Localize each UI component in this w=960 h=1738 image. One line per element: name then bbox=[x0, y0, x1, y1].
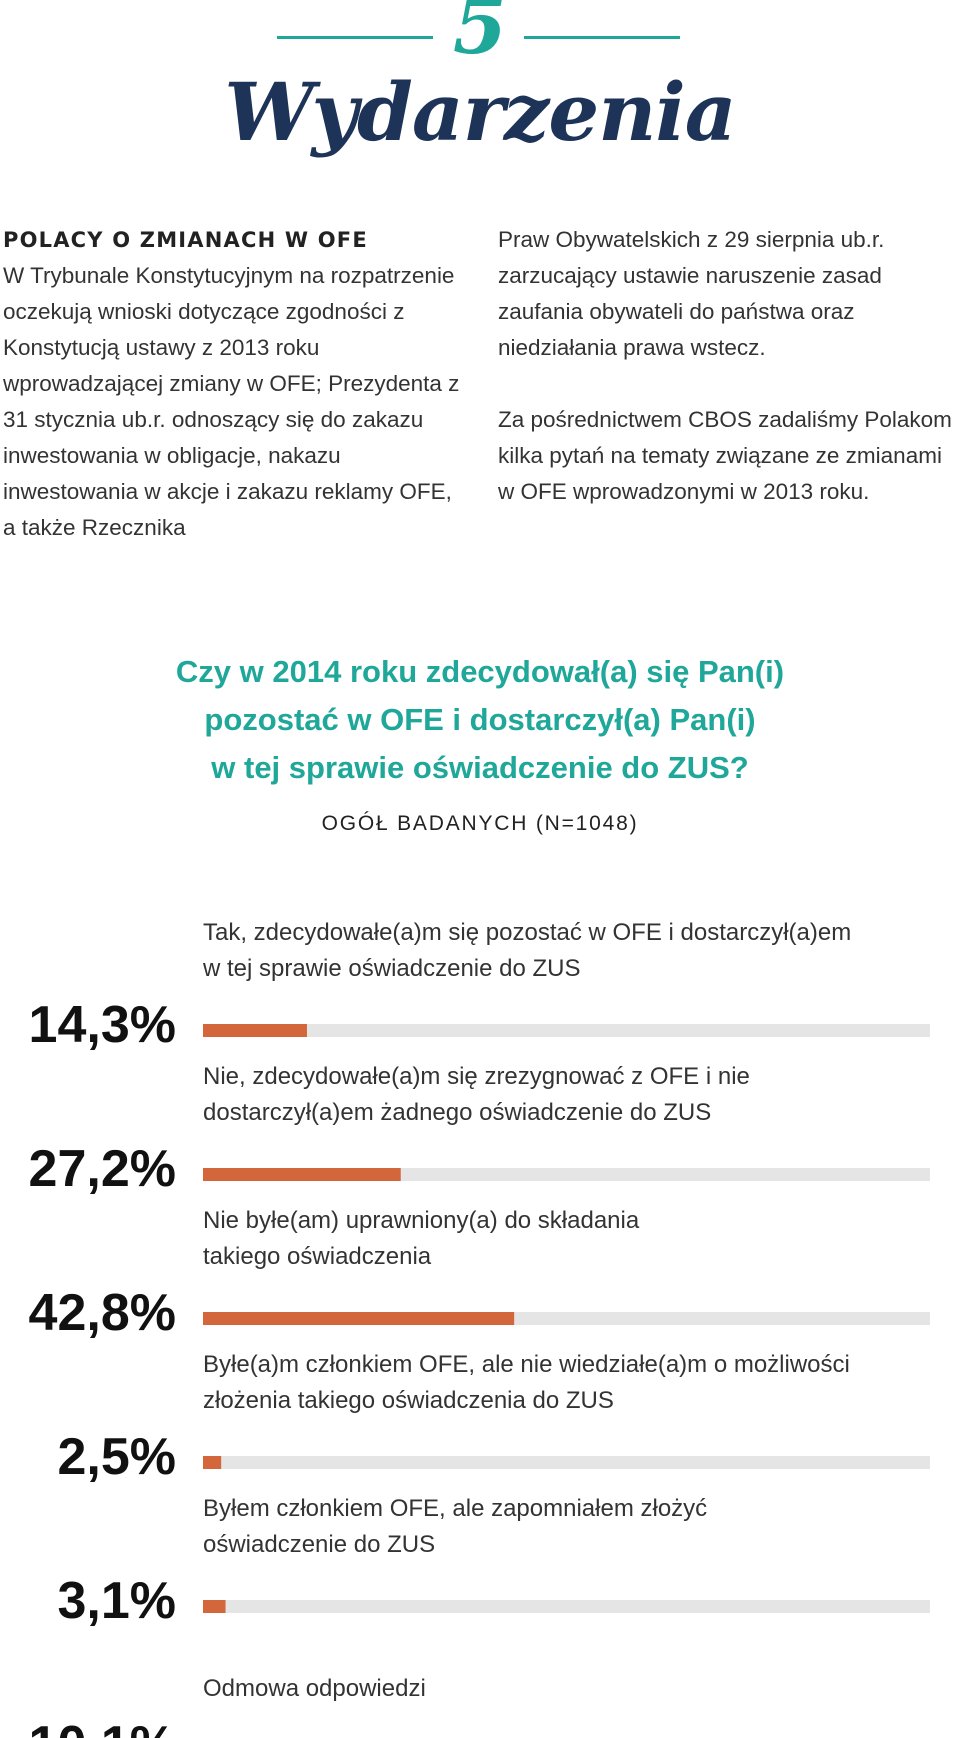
value-label: 2,5% bbox=[57, 1428, 176, 1486]
bar bbox=[203, 1600, 226, 1613]
chapter-number: 5 bbox=[452, 0, 508, 72]
value-label: 27,2% bbox=[29, 1140, 176, 1198]
bar-track bbox=[203, 1024, 930, 1037]
intro-right-text-2: Za pośrednictwem CBOS zadaliśmy Polakom … bbox=[498, 407, 952, 504]
value-label: 3,1% bbox=[57, 1572, 176, 1630]
category-label: w tej sprawie oświadczenie do ZUS bbox=[202, 955, 581, 982]
category-label: Nie byłe(am) uprawniony(a) do składania bbox=[203, 1207, 640, 1234]
intro-left-column: POLACY O ZMIANACH W OFE W Trybunale Kons… bbox=[3, 222, 465, 546]
category-label: oświadczenie do ZUS bbox=[203, 1531, 435, 1558]
section-heading: POLACY O ZMIANACH W OFE bbox=[3, 228, 368, 252]
bar-track bbox=[203, 1600, 930, 1613]
bar bbox=[203, 1024, 307, 1037]
category-label: złożenia takiego oświadczenia do ZUS bbox=[203, 1387, 614, 1414]
category-label: takiego oświadczenia bbox=[203, 1243, 432, 1270]
header-rule-left bbox=[277, 36, 433, 39]
chart-subtitle: OGÓŁ BADANYCH (N=1048) bbox=[321, 812, 639, 835]
intro-right-text-1: Praw Obywatelskich z 29 sierpnia ub.r. z… bbox=[498, 227, 885, 360]
bar-track bbox=[203, 1456, 930, 1469]
question-line-3: w tej sprawie oświadczenie do ZUS? bbox=[211, 750, 749, 785]
bar bbox=[203, 1456, 222, 1469]
header-rule-right bbox=[524, 36, 680, 39]
category-label: Odmowa odpowiedzi bbox=[203, 1675, 426, 1702]
intro-left-text: W Trybunale Konstytucyjnym na rozpatrzen… bbox=[3, 263, 460, 540]
value-label: 10,1% bbox=[29, 1716, 176, 1738]
question-line-1: Czy w 2014 roku zdecydował(a) się Pan(i) bbox=[175, 654, 785, 689]
category-label: Byłem członkiem OFE, ale zapomniałem zło… bbox=[203, 1495, 707, 1522]
category-label: Tak, zdecydowałe(a)m się pozostać w OFE … bbox=[203, 919, 851, 946]
value-label: 42,8% bbox=[29, 1284, 176, 1342]
value-label: 14,3% bbox=[29, 996, 176, 1054]
category-label: Nie, zdecydowałe(a)m się zrezygnować z O… bbox=[203, 1063, 750, 1090]
intro-right-column: Praw Obywatelskich z 29 sierpnia ub.r. z… bbox=[498, 222, 960, 510]
chapter-title: Wydarzenia bbox=[224, 65, 736, 159]
category-label: dostarczył(a)em żadnego oświadczenie do … bbox=[203, 1099, 711, 1126]
category-label: Byłe(a)m członkiem OFE, ale nie wiedział… bbox=[203, 1351, 850, 1378]
bar bbox=[203, 1168, 401, 1181]
chart-question: Czy w 2014 roku zdecydował(a) się Pan(i)… bbox=[0, 648, 960, 792]
question-line-2: pozostać w OFE i dostarczył(a) Pan(i) bbox=[204, 702, 756, 737]
bar bbox=[203, 1312, 515, 1325]
